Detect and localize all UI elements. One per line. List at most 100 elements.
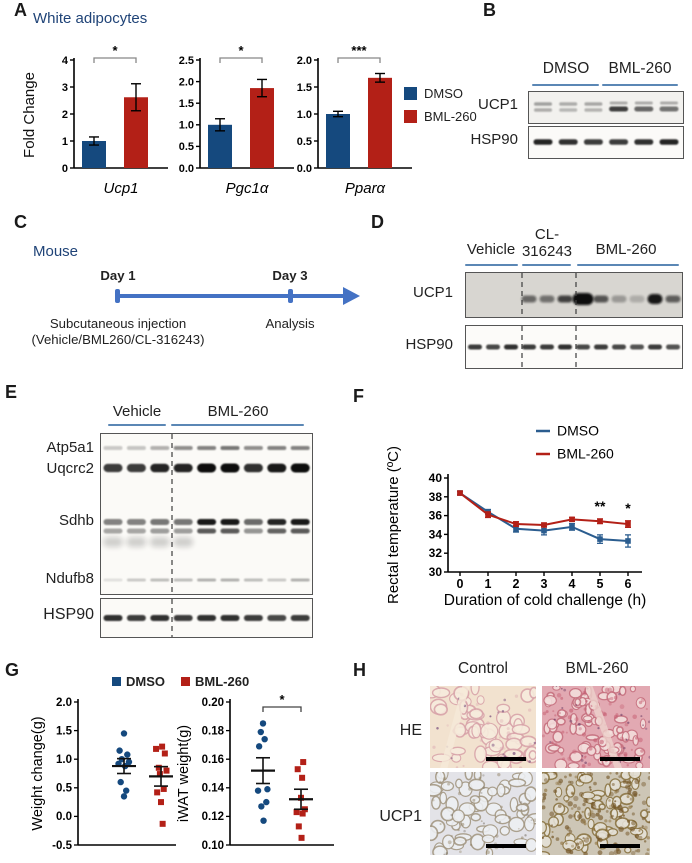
panel-g-swatch-dmso bbox=[112, 677, 121, 686]
adipocyte-cell bbox=[615, 726, 624, 735]
stain-dot bbox=[614, 818, 618, 822]
x-tick-label: 4 bbox=[569, 577, 576, 591]
stain-dot bbox=[599, 739, 604, 745]
adipocyte-cell bbox=[471, 722, 482, 739]
adipocyte-cell bbox=[528, 750, 536, 761]
scatter-chart-iwat-weight: 0.10 0.12 0.14 0.16 0.18 0.20 * iWAT weight(g) bbox=[176, 692, 334, 852]
blot-band bbox=[540, 344, 554, 350]
panel-b-underline-bml260 bbox=[602, 84, 678, 86]
stain-dot bbox=[608, 804, 613, 809]
stain-dot bbox=[597, 727, 600, 730]
stain-dot bbox=[557, 804, 562, 808]
adipocyte-cell bbox=[485, 847, 494, 855]
adipocyte-cell bbox=[430, 825, 439, 842]
stain-dot bbox=[638, 835, 643, 840]
stain-dot bbox=[447, 840, 452, 845]
stain-dot bbox=[591, 802, 594, 805]
adipocyte-cell bbox=[569, 750, 583, 763]
data-point-bml-260 bbox=[156, 771, 163, 778]
adipocyte-cell bbox=[469, 795, 481, 804]
stain-dot bbox=[558, 711, 561, 715]
stain-dot bbox=[562, 757, 566, 761]
stain-dot bbox=[636, 848, 641, 853]
stain-dot bbox=[479, 739, 483, 742]
adipocyte-cell bbox=[515, 803, 529, 812]
stain-dot bbox=[616, 849, 622, 855]
data-point-bml-260 bbox=[159, 820, 166, 827]
stain-dot bbox=[614, 790, 618, 794]
legend-label-dmso: DMSO bbox=[557, 423, 599, 439]
stain-dot bbox=[570, 807, 574, 810]
stain-dot bbox=[628, 805, 632, 809]
panel-d-group-bml260: BML-260 bbox=[595, 241, 657, 258]
stain-dot bbox=[608, 702, 612, 706]
bar-dmso bbox=[208, 124, 232, 168]
stain-dot bbox=[552, 710, 555, 713]
stain-dot bbox=[569, 719, 573, 723]
blot-band bbox=[126, 446, 146, 450]
data-point-dmso bbox=[116, 747, 123, 754]
y-tick-label: 0.0 bbox=[56, 811, 72, 823]
significance-stars: *** bbox=[351, 43, 367, 58]
stain-dot bbox=[544, 788, 548, 792]
blot-band bbox=[243, 463, 263, 473]
blot-band bbox=[594, 344, 608, 350]
western-blot-e-oxphos bbox=[100, 433, 313, 595]
stain-dot bbox=[607, 687, 613, 693]
blot-band bbox=[197, 578, 217, 582]
stain-dot bbox=[489, 715, 492, 718]
stain-dot bbox=[560, 696, 564, 700]
stain-dot bbox=[582, 802, 586, 807]
stain-dot bbox=[561, 706, 564, 710]
stain-dot bbox=[551, 741, 554, 744]
stain-dot bbox=[572, 803, 578, 809]
stain-dot bbox=[480, 820, 483, 823]
y-axis-label: Weight change(g) bbox=[30, 716, 46, 830]
adipocyte-cell bbox=[565, 784, 576, 798]
stain-dot bbox=[579, 840, 583, 845]
stain-dot bbox=[565, 842, 568, 845]
stain-dot bbox=[597, 850, 603, 855]
stain-dot bbox=[583, 839, 586, 842]
adipocyte-cell bbox=[433, 703, 448, 716]
panel-b-underline-dmso bbox=[532, 84, 599, 86]
panel-f-label: F bbox=[353, 386, 364, 406]
stain-dot bbox=[503, 747, 506, 750]
y-tick-label: 1.5 bbox=[179, 98, 194, 110]
stain-dot bbox=[580, 758, 584, 762]
panel-a-ylabel: Fold Change bbox=[21, 72, 38, 158]
y-tick-label: 32 bbox=[429, 546, 443, 560]
stain-dot bbox=[606, 833, 611, 838]
histology-image-ucp1-bml260 bbox=[542, 772, 650, 855]
stain-dot bbox=[512, 752, 516, 756]
blot-band bbox=[150, 446, 170, 450]
blot-band bbox=[659, 106, 679, 112]
data-point bbox=[513, 521, 519, 527]
y-tick-label: 1.0 bbox=[297, 109, 312, 121]
stain-dot bbox=[480, 791, 483, 795]
blot-band bbox=[533, 139, 553, 145]
panel-e-protein-uqcrc2: Uqcrc2 bbox=[46, 460, 94, 477]
blot-band bbox=[150, 528, 170, 534]
adipocyte-cell bbox=[542, 772, 550, 785]
stain-dot bbox=[542, 836, 545, 840]
stain-dot bbox=[634, 736, 639, 740]
blot-band bbox=[612, 344, 626, 350]
stain-dot bbox=[555, 798, 558, 801]
stain-dot bbox=[576, 806, 581, 811]
adipocyte-cell bbox=[542, 821, 548, 834]
adipocyte-cell bbox=[470, 813, 482, 822]
stain-dot bbox=[497, 772, 501, 777]
data-point bbox=[485, 511, 491, 518]
stain-dot bbox=[587, 719, 592, 724]
stain-dot bbox=[579, 772, 583, 774]
stain-dot bbox=[608, 799, 611, 802]
y-tick-label: 1.5 bbox=[56, 725, 73, 737]
stain-dot bbox=[647, 720, 650, 724]
stain-dot bbox=[638, 737, 643, 743]
adipocyte-cell bbox=[546, 718, 558, 730]
timeline-caption-agents: (Vehicle/BML260/CL-316243) bbox=[31, 332, 205, 347]
stain-dot bbox=[576, 845, 581, 850]
stain-dot bbox=[459, 850, 462, 854]
stain-dot bbox=[647, 776, 650, 780]
